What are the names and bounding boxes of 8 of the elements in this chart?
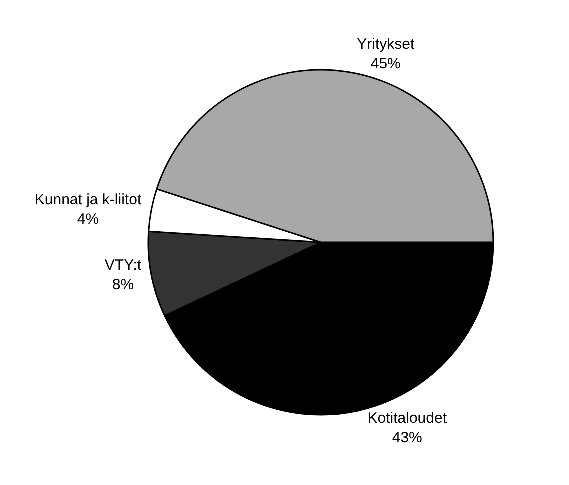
slice-label: Kunnat ja k-liitot — [34, 191, 142, 208]
data-label: 45% — [370, 56, 401, 73]
slice-label: VTY:t — [104, 257, 142, 274]
data-label: 4% — [77, 210, 100, 228]
slice-label: Yritykset — [357, 36, 416, 54]
data-label: 43% — [392, 429, 422, 446]
slice-label: Kotitaloudet — [368, 410, 448, 427]
data-label: 8% — [112, 276, 134, 294]
